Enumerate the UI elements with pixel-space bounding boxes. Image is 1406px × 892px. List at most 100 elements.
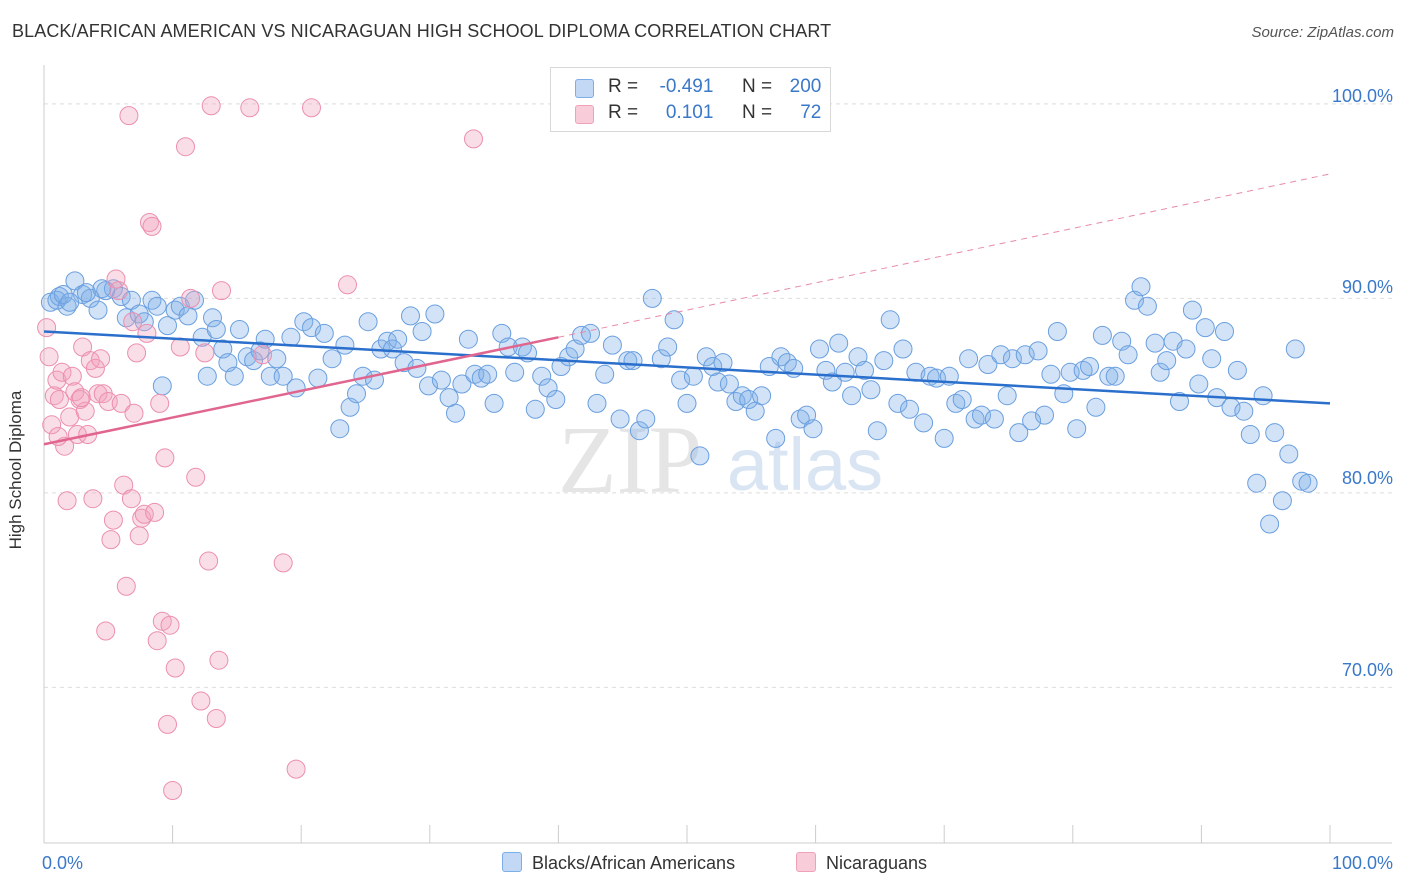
legend-item-nicaraguans[interactable]: Nicaraguans — [796, 852, 927, 874]
point-blacks-91 — [636, 409, 656, 429]
point-nicaraguans-1 — [39, 347, 59, 367]
point-blacks-175 — [1176, 339, 1196, 359]
point-blacks-30 — [237, 347, 257, 367]
point-blacks-34 — [260, 366, 280, 386]
point-blacks-168 — [1131, 277, 1151, 297]
point-blacks-98 — [683, 366, 703, 386]
point-nicaraguans-10 — [62, 366, 82, 386]
point-blacks-96 — [671, 370, 691, 390]
point-blacks-117 — [803, 419, 823, 439]
point-blacks-36 — [273, 366, 293, 386]
point-blacks-89 — [623, 351, 643, 371]
point-nicaraguans-29 — [111, 393, 131, 413]
point-blacks-111 — [766, 428, 786, 448]
point-blacks-45 — [335, 335, 355, 355]
legend-item-blacks[interactable]: Blacks/African Americans — [502, 852, 735, 874]
y-tick-label-90: 90.0% — [1341, 277, 1393, 297]
point-blacks-47 — [347, 384, 366, 404]
point-nicaraguans-71 — [123, 312, 143, 332]
point-blacks-126 — [861, 380, 881, 400]
point-blacks-141 — [959, 349, 979, 369]
point-blacks-146 — [991, 345, 1011, 365]
point-blacks-16 — [152, 376, 172, 396]
trend-lines — [43, 173, 1331, 446]
point-blacks-41 — [308, 368, 328, 388]
point-blacks-86 — [602, 335, 622, 355]
point-blacks-169 — [1137, 296, 1157, 316]
point-blacks-97 — [677, 393, 697, 413]
point-blacks-101 — [703, 357, 723, 376]
point-blacks-14 — [142, 290, 162, 310]
point-blacks-31 — [244, 351, 264, 371]
point-blacks-177 — [1189, 374, 1209, 394]
point-blacks-78 — [546, 390, 566, 409]
y-tick-label-100: 100.0% — [1331, 86, 1393, 106]
n-label: N = — [741, 102, 773, 123]
point-nicaraguans-25 — [101, 530, 121, 550]
point-blacks-172 — [1157, 351, 1177, 371]
legend-swatch-blacks — [502, 852, 522, 872]
point-nicaraguans-61 — [212, 281, 231, 301]
point-nicaraguans-66 — [302, 98, 321, 118]
point-blacks-95 — [664, 310, 684, 330]
point-blacks-170 — [1145, 333, 1165, 353]
point-nicaraguans-54 — [186, 467, 206, 487]
point-blacks-183 — [1227, 360, 1247, 380]
point-blacks-181 — [1215, 322, 1234, 341]
point-blacks-194 — [1298, 473, 1318, 493]
point-nicaraguans-34 — [124, 403, 144, 423]
point-blacks-150 — [1015, 345, 1035, 365]
point-blacks-66 — [465, 364, 485, 384]
watermark-atlas: atlas — [727, 423, 883, 506]
point-blacks-15 — [147, 296, 167, 316]
point-blacks-85 — [595, 364, 615, 384]
point-blacks-151 — [1022, 411, 1042, 431]
point-blacks-120 — [822, 372, 842, 392]
point-blacks-184 — [1234, 401, 1254, 421]
point-nicaraguans-39 — [137, 323, 157, 343]
point-blacks-145 — [984, 409, 1004, 429]
point-nicaraguans-46 — [155, 448, 175, 468]
point-blacks-154 — [1041, 364, 1061, 384]
point-blacks-153 — [1035, 405, 1054, 425]
point-blacks-29 — [230, 320, 249, 339]
point-nicaraguans-49 — [163, 781, 183, 800]
point-blacks-93 — [651, 349, 671, 369]
point-blacks-104 — [719, 374, 739, 394]
point-blacks-176 — [1182, 300, 1202, 320]
point-blacks-121 — [829, 333, 849, 353]
legend-swatch-nicaraguans — [796, 852, 816, 872]
point-nicaraguans-63 — [253, 345, 273, 365]
point-blacks-56 — [401, 306, 420, 326]
point-blacks-191 — [1279, 444, 1299, 464]
n-value-blacks: 200 — [789, 76, 822, 97]
point-nicaraguans-42 — [145, 502, 165, 522]
point-nicaraguans-64 — [273, 553, 293, 573]
point-nicaraguans-35 — [127, 343, 147, 363]
r-value-nicaraguans: 0.101 — [665, 102, 714, 123]
point-nicaraguans-18 — [83, 489, 103, 509]
point-blacks-68 — [478, 364, 498, 384]
point-nicaraguans-57 — [199, 551, 219, 571]
watermark: ZIP atlas — [558, 406, 883, 513]
point-blacks-198 — [76, 283, 96, 303]
point-blacks-33 — [255, 329, 275, 349]
point-nicaraguans-52 — [176, 137, 195, 157]
point-blacks-43 — [322, 349, 342, 369]
point-blacks-103 — [713, 353, 733, 373]
point-blacks-64 — [452, 374, 472, 394]
point-blacks-42 — [314, 323, 334, 343]
point-nicaraguans-55 — [191, 691, 211, 711]
point-blacks-84 — [587, 393, 607, 413]
point-nicaraguans-28 — [109, 281, 129, 301]
chart-title: BLACK/AFRICAN AMERICAN VS NICARAGUAN HIG… — [12, 21, 832, 41]
point-nicaraguans-56 — [195, 343, 215, 363]
n-value-nicaraguans: 72 — [800, 102, 822, 123]
x-tick-label-max: 100.0% — [1331, 853, 1393, 873]
point-blacks-79 — [551, 357, 571, 376]
point-blacks-171 — [1150, 362, 1170, 382]
point-blacks-107 — [739, 390, 759, 409]
point-blacks-99 — [690, 446, 710, 466]
point-nicaraguans-41 — [142, 216, 162, 236]
